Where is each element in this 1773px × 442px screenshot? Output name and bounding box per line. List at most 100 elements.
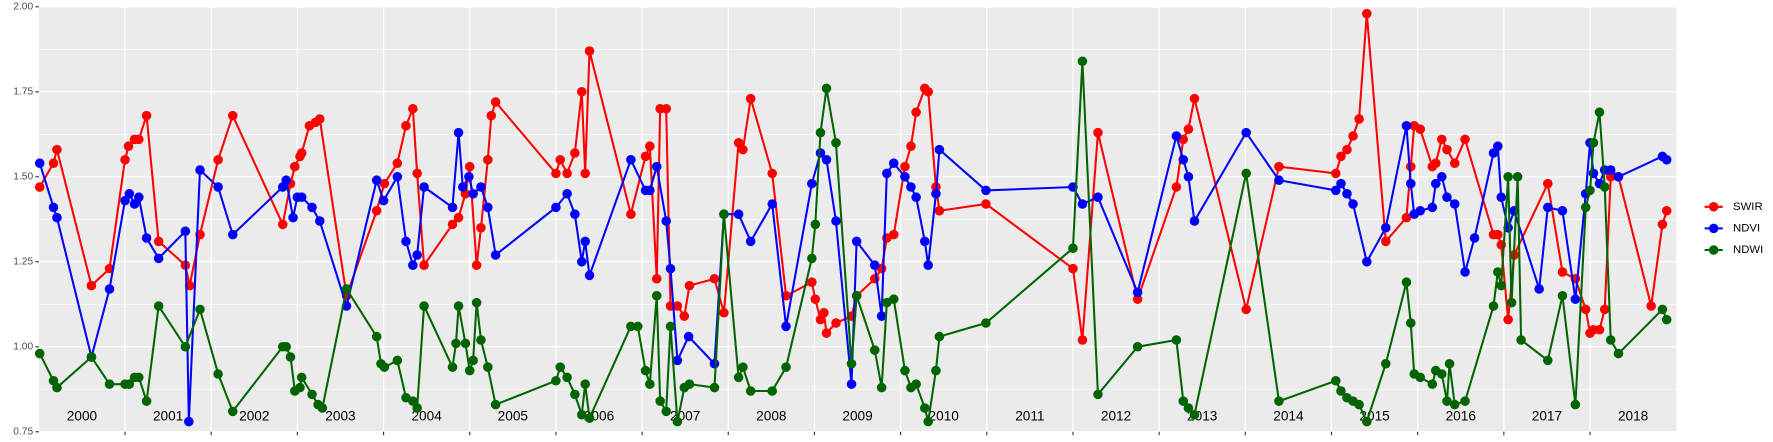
point xyxy=(419,301,429,311)
legend-label: NDVI xyxy=(1733,222,1760,234)
point xyxy=(1506,297,1517,308)
point xyxy=(1331,376,1341,386)
legend-label: SWIR xyxy=(1733,201,1763,213)
point xyxy=(911,379,921,389)
point xyxy=(180,226,191,236)
point xyxy=(1460,134,1470,145)
point xyxy=(767,199,777,209)
point xyxy=(640,151,651,162)
point xyxy=(661,104,671,114)
point xyxy=(213,369,223,379)
point xyxy=(911,192,921,202)
point xyxy=(900,365,910,376)
point xyxy=(906,182,916,192)
point xyxy=(981,199,991,209)
point xyxy=(821,155,832,165)
point xyxy=(401,236,411,247)
point xyxy=(1543,355,1553,366)
x-tick-label: 2011 xyxy=(1015,409,1044,424)
point xyxy=(1348,131,1358,141)
point xyxy=(453,212,464,223)
point xyxy=(227,229,238,240)
point xyxy=(1488,148,1499,158)
point xyxy=(1171,182,1182,192)
point xyxy=(580,236,590,247)
point xyxy=(665,263,676,274)
point xyxy=(1183,124,1194,134)
point xyxy=(1657,219,1668,230)
point xyxy=(52,382,62,393)
point xyxy=(1381,236,1391,247)
point xyxy=(408,104,418,114)
point xyxy=(464,161,475,172)
legend-key xyxy=(1708,223,1719,234)
point xyxy=(447,219,458,230)
point xyxy=(412,250,422,260)
point xyxy=(468,189,478,199)
point xyxy=(819,308,829,318)
point xyxy=(911,107,921,117)
point xyxy=(745,386,756,396)
point xyxy=(419,182,429,192)
y-tick-label: 1.50 xyxy=(13,172,33,183)
point xyxy=(1401,212,1412,223)
y-tick-label: 0.75 xyxy=(13,426,33,437)
point xyxy=(900,161,910,172)
point xyxy=(290,161,300,172)
point xyxy=(379,178,390,189)
point xyxy=(1493,267,1503,277)
point xyxy=(180,342,191,352)
point xyxy=(464,365,475,376)
point xyxy=(1594,325,1605,335)
point xyxy=(570,209,580,219)
point xyxy=(1336,386,1346,396)
legend-label: NDWI xyxy=(1733,244,1763,256)
x-tick-label: 2009 xyxy=(842,409,872,424)
point xyxy=(490,97,501,107)
point xyxy=(570,389,580,400)
point xyxy=(120,155,130,165)
point xyxy=(931,365,941,376)
point xyxy=(1442,396,1452,406)
point xyxy=(1171,335,1182,345)
point xyxy=(412,403,422,413)
point xyxy=(464,172,474,182)
point xyxy=(447,362,458,372)
point xyxy=(1437,369,1447,379)
point xyxy=(1496,280,1507,291)
point xyxy=(476,335,486,345)
point xyxy=(419,260,429,270)
point xyxy=(1493,229,1503,240)
point xyxy=(486,110,497,121)
point xyxy=(882,168,892,179)
point xyxy=(1585,185,1595,196)
point xyxy=(645,185,655,196)
point xyxy=(1178,396,1189,406)
point xyxy=(719,209,729,219)
x-tick-label: 2000 xyxy=(67,409,98,424)
point xyxy=(141,233,152,243)
point xyxy=(709,359,720,369)
point xyxy=(869,345,880,355)
point xyxy=(1605,172,1616,182)
point xyxy=(476,223,486,233)
point xyxy=(923,87,933,97)
point xyxy=(1274,396,1284,406)
point xyxy=(781,321,791,332)
point xyxy=(1661,206,1672,216)
grid xyxy=(38,6,1677,433)
point xyxy=(1503,314,1513,325)
point xyxy=(1512,172,1523,182)
point xyxy=(1594,107,1605,117)
point xyxy=(981,185,991,196)
point xyxy=(1274,175,1284,185)
point xyxy=(919,403,930,413)
y-tick-label: 1.25 xyxy=(13,256,33,267)
point xyxy=(551,168,561,179)
point xyxy=(1405,161,1416,172)
point xyxy=(120,195,130,206)
point xyxy=(626,209,636,219)
legend: SWIR NDVI NDWI xyxy=(1704,201,1763,256)
point xyxy=(1077,199,1088,209)
point xyxy=(371,175,382,185)
